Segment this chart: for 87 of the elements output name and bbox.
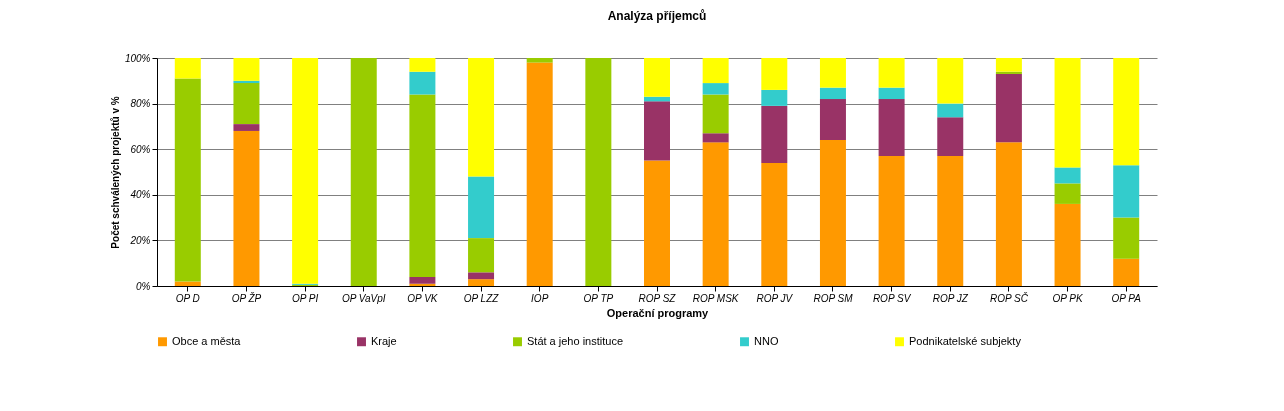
bar — [233, 83, 260, 125]
bar — [1054, 203, 1081, 286]
bar — [468, 58, 495, 177]
bar — [350, 58, 377, 286]
bar — [292, 58, 319, 284]
bar — [644, 58, 670, 97]
bar — [1113, 165, 1140, 218]
x-tick-label: ROP SM — [813, 292, 854, 304]
bar — [702, 83, 729, 95]
bar — [468, 176, 495, 239]
bar — [409, 276, 436, 284]
bar — [1113, 217, 1140, 259]
legend-label: Stát a jeho instituce — [527, 334, 624, 347]
bar — [761, 89, 788, 106]
legend-label: Podnikatelské subjekty — [909, 334, 1022, 347]
bar — [1113, 58, 1140, 166]
bar — [174, 58, 201, 79]
legend-label: Kraje — [371, 334, 397, 347]
bar — [585, 58, 612, 286]
bar — [409, 94, 436, 277]
bar — [174, 281, 201, 286]
bar — [819, 99, 846, 141]
bar — [937, 103, 964, 118]
bar — [526, 62, 553, 286]
bar — [1054, 167, 1081, 184]
bar — [174, 78, 201, 282]
y-tick-label: 40% — [130, 189, 151, 201]
bar — [937, 58, 964, 104]
x-tick-label: ROP SČ — [989, 291, 1029, 304]
x-tick-label: ROP MSK — [692, 292, 740, 304]
y-tick-label: 0% — [136, 280, 151, 292]
bar — [819, 58, 846, 88]
y-axis-title: Počet schválených projektů v % — [109, 96, 121, 249]
bar — [1054, 58, 1081, 168]
x-tick-label: OP VaVpI — [341, 292, 386, 304]
bar — [995, 73, 1022, 143]
bar — [233, 130, 260, 286]
x-tick-label: OP D — [175, 292, 200, 304]
bar — [526, 58, 553, 63]
bar — [702, 133, 729, 143]
bar — [995, 58, 1022, 72]
x-tick-label: OP PA — [1111, 292, 1142, 304]
bar — [761, 105, 788, 163]
x-tick-label: OP TP — [583, 292, 614, 304]
legend-label: Obce a města — [172, 334, 242, 347]
x-tick-label: ROP SV — [872, 292, 912, 304]
y-tick-label: 20% — [129, 234, 151, 246]
bar — [644, 101, 670, 161]
bar — [702, 94, 729, 134]
x-tick-label: OP LZZ — [463, 292, 500, 304]
x-axis-title: Operační programy — [606, 306, 710, 319]
y-tick-label: 80% — [130, 98, 151, 110]
bar — [233, 58, 260, 81]
bar — [468, 279, 495, 286]
bar — [409, 58, 436, 72]
x-tick-label: OP PK — [1052, 292, 1084, 304]
x-tick-label: OP ŽP — [231, 291, 262, 304]
x-tick-label: ROP JV — [756, 292, 794, 304]
bar — [409, 71, 436, 95]
bar — [761, 162, 788, 286]
bar — [1054, 183, 1081, 204]
bar — [878, 87, 905, 100]
bar — [233, 124, 260, 131]
legend-label: NNO — [754, 334, 779, 347]
bar — [878, 156, 905, 286]
bar — [995, 142, 1022, 286]
bar — [1113, 258, 1140, 286]
bar — [702, 142, 729, 286]
bar — [468, 238, 495, 273]
x-tick-label: OP PI — [291, 292, 319, 304]
x-tick-label: ROP JZ — [932, 292, 969, 304]
x-tick-label: ROP SZ — [638, 292, 677, 304]
bar — [878, 58, 905, 88]
bar — [878, 99, 905, 157]
bar — [468, 272, 495, 280]
bar — [819, 140, 846, 286]
x-tick-label: OP VK — [407, 292, 439, 304]
y-tick-label: 60% — [130, 143, 151, 155]
bar — [819, 87, 846, 100]
bar — [702, 58, 729, 84]
x-tick-label: IOP — [531, 292, 549, 304]
bar — [937, 156, 964, 286]
chart-title: Analýza příjemců — [607, 9, 707, 23]
bar — [644, 160, 670, 286]
bar — [761, 58, 788, 90]
y-tick-label: 100% — [124, 52, 151, 64]
bar — [937, 117, 964, 157]
